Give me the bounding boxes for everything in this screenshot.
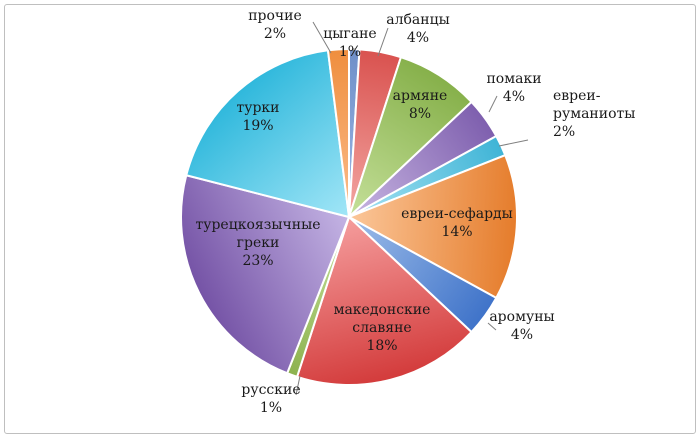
slice-label: прочие 2% [248,8,302,42]
slice-name: турки [236,100,279,116]
slice-percent: 14% [441,224,472,240]
slice-label: русские 1% [241,382,300,416]
slice-label: турецкоязычные греки 23% [195,217,320,269]
slice-label: албанцы 4% [386,12,450,46]
slice-percent: 8% [409,106,431,122]
leader-line [312,21,332,54]
slice-percent: 4% [503,89,525,105]
slice-name: аромуны [489,309,554,325]
slice-percent: 1% [260,400,282,416]
slice-name: помаки [486,71,541,87]
slice-percent: 18% [366,338,397,354]
slice-name: турецкоязычные [195,217,320,233]
slice-label: аромуны 4% [489,309,554,343]
pie-slice [346,153,518,300]
slice-label: цыгане 1% [323,26,376,60]
pie-slice [185,49,351,219]
slice-percent: 2% [264,26,286,42]
slice-name: македонские [334,302,431,318]
leader-line [377,27,389,57]
slice-label: евреи-руманиоты 2% [553,88,635,140]
slice-name: цыгане [323,26,376,42]
slice-name: славяне [352,320,411,336]
slice-percent: 19% [242,118,273,134]
slice-name: албанцы [386,12,450,28]
pie-slice [295,215,473,387]
pie-slice [326,47,350,218]
slice-label: помаки 4% [486,71,541,105]
slice-name: греки [237,235,280,251]
leader-line [488,95,498,113]
leader-line [352,47,355,55]
slice-name: евреи-сефарды [401,206,513,222]
pie-slice [180,174,351,375]
slice-percent: 4% [511,327,533,343]
slice-name: русские [241,382,300,398]
slice-percent: 2% [553,124,575,140]
slice-name: армяне [393,88,448,104]
leader-line [487,322,497,331]
slice-percent: 23% [242,253,273,269]
slice-name: прочие [248,8,302,24]
slice-percent: 1% [339,44,361,60]
slice-percent: 4% [407,30,429,46]
slice-label: армяне 8% [393,88,448,122]
leader-line [498,139,529,147]
leader-line [295,375,301,396]
slice-label: евреи-сефарды 14% [401,206,513,240]
slice-label: македонские славяне 18% [334,302,431,354]
slice-name: руманиоты [553,106,635,122]
slice-name: евреи- [553,88,601,104]
slice-label: турки 19% [236,100,279,134]
